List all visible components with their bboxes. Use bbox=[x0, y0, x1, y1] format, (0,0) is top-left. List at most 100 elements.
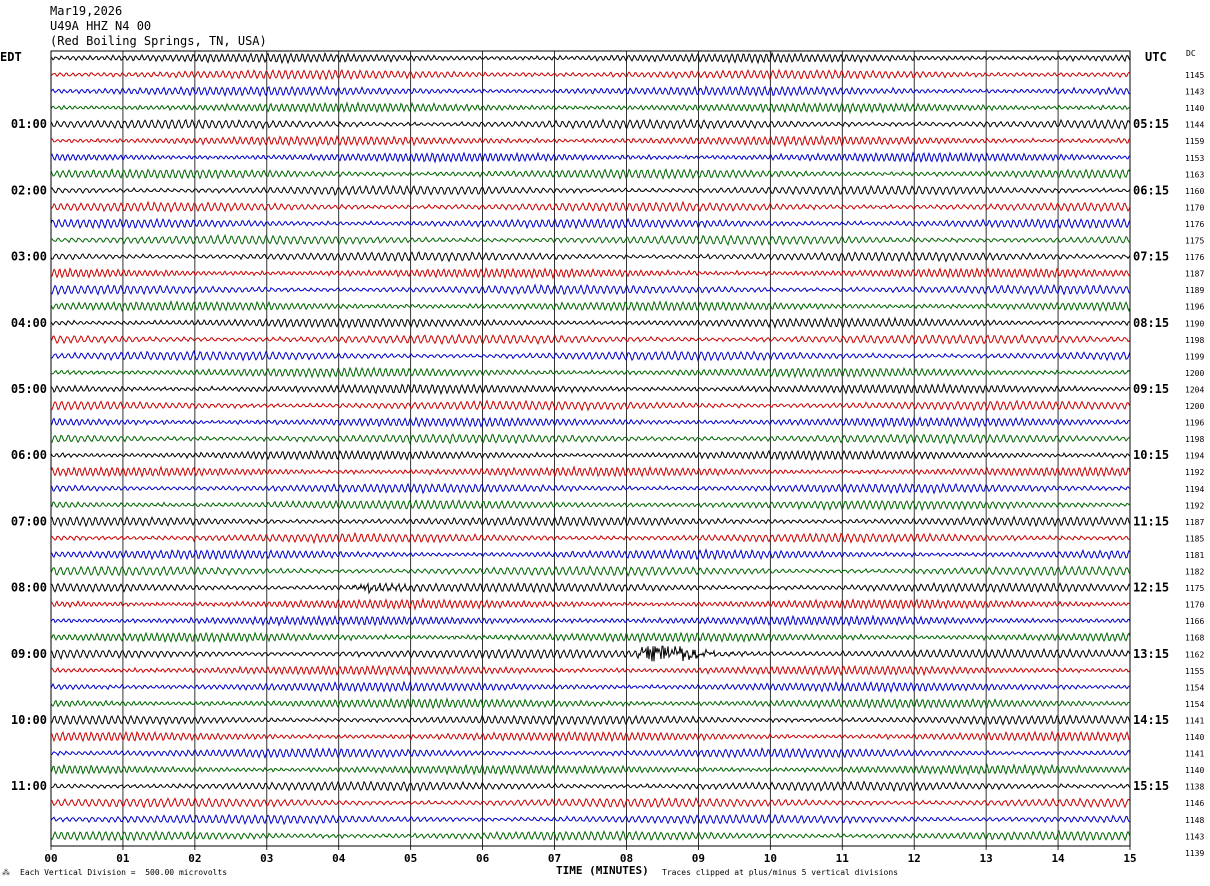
x-tick-label: 00 bbox=[44, 852, 57, 865]
trace-line bbox=[50, 118, 1131, 130]
dc-offset-label: 1170 bbox=[1185, 203, 1204, 212]
left-hour-label: 06:00 bbox=[11, 448, 47, 462]
dc-offset-label: 1168 bbox=[1185, 634, 1204, 643]
right-hour-label: 09:15 bbox=[1133, 382, 1169, 396]
trace-line bbox=[50, 267, 1131, 280]
dc-offset-label: 1146 bbox=[1185, 799, 1204, 808]
trace-line bbox=[50, 449, 1131, 462]
trace-line bbox=[50, 697, 1131, 710]
dc-offset-label: 1141 bbox=[1185, 716, 1204, 725]
x-tick-label: 02 bbox=[188, 852, 201, 865]
trace-line bbox=[50, 714, 1131, 726]
trace-line bbox=[50, 482, 1131, 495]
trace-line bbox=[50, 763, 1131, 777]
right-hour-label: 12:15 bbox=[1133, 581, 1169, 595]
trace-line bbox=[50, 614, 1131, 627]
trace-line bbox=[50, 780, 1131, 793]
trace-line bbox=[50, 382, 1131, 396]
trace-line bbox=[50, 349, 1131, 362]
left-hour-label: 04:00 bbox=[11, 316, 47, 330]
dc-offset-label: 1187 bbox=[1185, 270, 1204, 279]
dc-offset-label: 1139 bbox=[1185, 849, 1204, 858]
x-tick-label: 05 bbox=[404, 852, 417, 865]
trace-line bbox=[50, 300, 1131, 313]
dc-offset-label: 1196 bbox=[1185, 419, 1204, 428]
dc-header-label: DC bbox=[1186, 49, 1196, 58]
dc-offset-label: 1196 bbox=[1185, 303, 1204, 312]
trace-line bbox=[50, 829, 1131, 842]
trace-line bbox=[50, 234, 1131, 246]
left-hour-label: 05:00 bbox=[11, 382, 47, 396]
trace-line bbox=[50, 631, 1131, 644]
left-hour-label: 01:00 bbox=[11, 117, 47, 131]
trace-line bbox=[50, 333, 1131, 346]
trace-line bbox=[50, 200, 1131, 213]
left-hour-label: 03:00 bbox=[11, 250, 47, 264]
left-hour-label: 07:00 bbox=[11, 514, 47, 528]
trace-line bbox=[50, 184, 1131, 196]
trace-line bbox=[50, 680, 1131, 694]
trace-line bbox=[50, 101, 1131, 115]
dc-offset-label: 1200 bbox=[1185, 369, 1204, 378]
dc-offset-label: 1182 bbox=[1185, 568, 1204, 577]
seismic-traces bbox=[50, 51, 1131, 842]
x-tick-label: 14 bbox=[1051, 852, 1065, 865]
dc-offset-label: 1198 bbox=[1185, 435, 1204, 444]
trace-line bbox=[50, 597, 1131, 611]
station-label: U49A HHZ N4 00 bbox=[50, 19, 152, 33]
dc-offset-label: 1198 bbox=[1185, 336, 1204, 345]
scale-note: Each Vertical Division = 500.00 microvol… bbox=[20, 868, 228, 877]
dc-offset-label: 1162 bbox=[1185, 650, 1204, 659]
dc-offset-label: 1159 bbox=[1185, 137, 1204, 146]
left-hour-label: 11:00 bbox=[11, 779, 47, 793]
dc-offset-label: 1154 bbox=[1185, 700, 1204, 709]
dc-offset-label: 1140 bbox=[1185, 104, 1204, 113]
trace-line bbox=[50, 465, 1131, 478]
dc-offset-label: 1200 bbox=[1185, 402, 1204, 411]
dc-offset-label: 1199 bbox=[1185, 352, 1204, 361]
dc-offset-label: 1176 bbox=[1185, 253, 1204, 262]
dc-offset-label: 1160 bbox=[1185, 187, 1204, 196]
dc-offset-label: 1189 bbox=[1185, 286, 1204, 295]
dc-offset-label: 1170 bbox=[1185, 601, 1204, 610]
right-hour-label: 05:15 bbox=[1133, 117, 1169, 131]
trace-line bbox=[50, 151, 1131, 164]
dc-offset-label: 1144 bbox=[1185, 121, 1204, 130]
trace-line bbox=[50, 796, 1131, 809]
right-hour-label: 14:15 bbox=[1133, 713, 1169, 727]
dc-offset-label: 1143 bbox=[1185, 832, 1204, 841]
dc-offset-label: 1194 bbox=[1185, 485, 1204, 494]
dc-offset-labels: 1145 1143 1140 1144 1159 1153 1163 1160 1170 1176… bbox=[1185, 71, 1204, 858]
dc-offset-label: 1175 bbox=[1185, 237, 1204, 246]
trace-line bbox=[50, 416, 1131, 429]
trace-line bbox=[50, 813, 1131, 826]
right-hour-label: 13:15 bbox=[1133, 647, 1169, 661]
right-hour-labels: 05:15 06:15 07:15 08:15 09:15 10:15 11:15 12:15… bbox=[1133, 117, 1169, 793]
trace-line bbox=[50, 68, 1131, 81]
trace-line bbox=[50, 565, 1131, 578]
right-hour-label: 11:15 bbox=[1133, 514, 1169, 528]
dc-offset-label: 1204 bbox=[1185, 385, 1204, 394]
trace-line bbox=[50, 664, 1131, 677]
x-tick-label: 06 bbox=[476, 852, 490, 865]
dc-offset-label: 1155 bbox=[1185, 667, 1204, 676]
dc-offset-label: 1140 bbox=[1185, 766, 1204, 775]
marker-glyph: ⁂ bbox=[2, 868, 10, 877]
right-timezone-label: UTC bbox=[1145, 50, 1167, 64]
dc-offset-label: 1175 bbox=[1185, 584, 1204, 593]
trace-line bbox=[50, 730, 1131, 743]
dc-offset-label: 1163 bbox=[1185, 170, 1204, 179]
dc-offset-label: 1141 bbox=[1185, 750, 1204, 759]
left-hour-label: 02:00 bbox=[11, 183, 47, 197]
dc-offset-label: 1176 bbox=[1185, 220, 1204, 229]
x-tick-label: 13 bbox=[980, 852, 993, 865]
trace-line bbox=[50, 168, 1131, 180]
trace-line bbox=[50, 283, 1131, 296]
trace-line bbox=[50, 531, 1131, 545]
right-hour-label: 06:15 bbox=[1133, 183, 1169, 197]
trace-line bbox=[50, 51, 1131, 65]
x-axis-label: TIME (MINUTES) bbox=[556, 864, 649, 877]
dc-offset-label: 1190 bbox=[1185, 319, 1204, 328]
dc-offset-label: 1166 bbox=[1185, 617, 1204, 626]
x-tick-label: 15 bbox=[1123, 852, 1136, 865]
